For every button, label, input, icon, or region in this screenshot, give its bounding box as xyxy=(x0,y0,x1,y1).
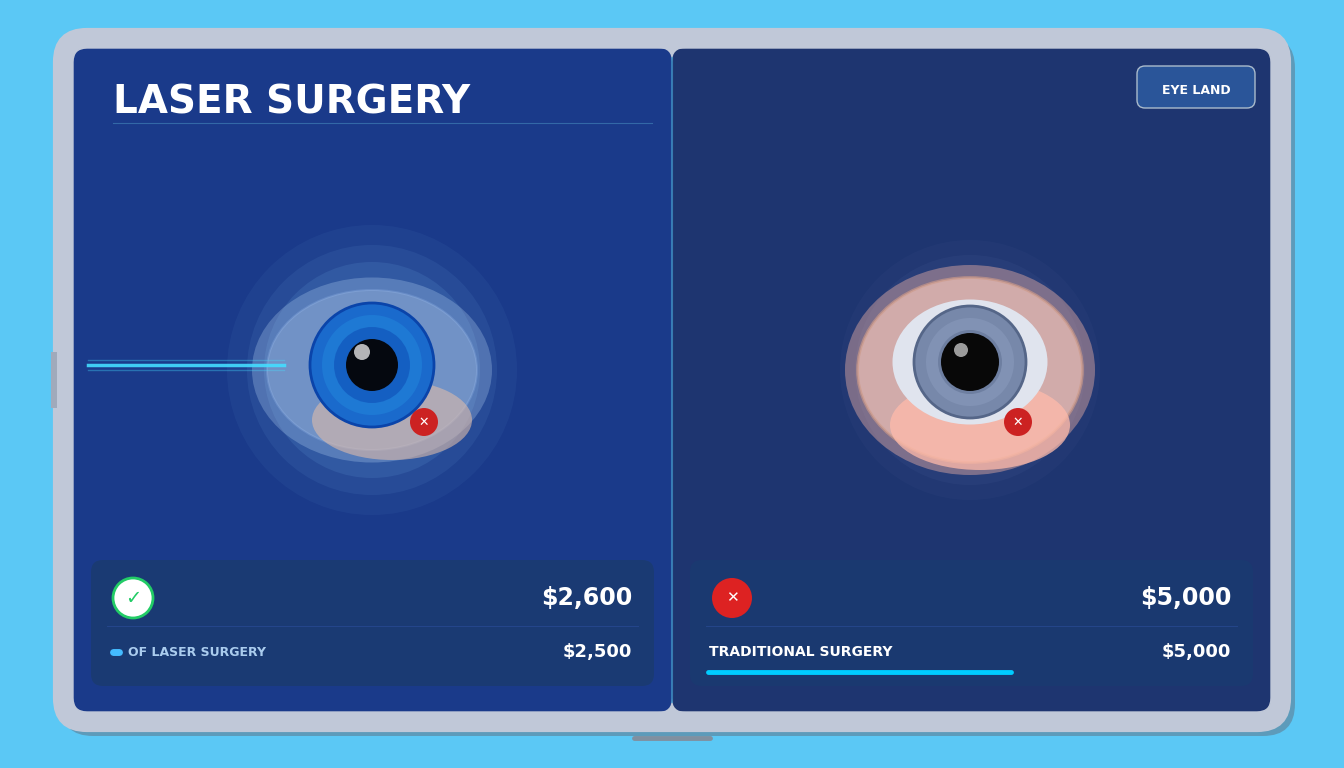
Circle shape xyxy=(113,578,153,618)
Circle shape xyxy=(410,408,438,436)
Text: $2,600: $2,600 xyxy=(540,586,632,610)
FancyBboxPatch shape xyxy=(689,560,1253,686)
Circle shape xyxy=(1004,408,1032,436)
Circle shape xyxy=(353,344,370,360)
Circle shape xyxy=(938,330,1003,394)
Text: ✕: ✕ xyxy=(726,591,738,605)
Circle shape xyxy=(345,339,398,391)
Circle shape xyxy=(926,318,1013,406)
Circle shape xyxy=(855,255,1085,485)
Ellipse shape xyxy=(890,380,1070,470)
Circle shape xyxy=(247,245,497,495)
Text: $5,000: $5,000 xyxy=(1140,586,1231,610)
Ellipse shape xyxy=(857,277,1082,462)
Circle shape xyxy=(335,327,410,403)
Circle shape xyxy=(941,333,999,391)
Circle shape xyxy=(914,306,1025,418)
Ellipse shape xyxy=(253,277,492,462)
Text: LASER SURGERY: LASER SURGERY xyxy=(113,84,470,122)
Text: OF LASER SURGERY: OF LASER SURGERY xyxy=(128,645,266,658)
Circle shape xyxy=(712,578,753,618)
Circle shape xyxy=(310,303,434,427)
Text: TRADITIONAL SURGERY: TRADITIONAL SURGERY xyxy=(710,645,892,659)
Circle shape xyxy=(323,315,422,415)
Text: $2,500: $2,500 xyxy=(563,643,632,661)
FancyBboxPatch shape xyxy=(73,48,672,712)
Text: ✕: ✕ xyxy=(419,415,429,429)
Circle shape xyxy=(263,262,480,478)
Ellipse shape xyxy=(267,290,477,450)
Text: $5,000: $5,000 xyxy=(1161,643,1231,661)
FancyBboxPatch shape xyxy=(91,560,655,686)
Bar xyxy=(51,352,56,408)
Circle shape xyxy=(227,225,517,515)
Ellipse shape xyxy=(892,300,1047,425)
FancyBboxPatch shape xyxy=(60,36,1296,736)
FancyBboxPatch shape xyxy=(1137,66,1255,108)
Ellipse shape xyxy=(845,265,1095,475)
FancyBboxPatch shape xyxy=(55,30,1289,730)
FancyBboxPatch shape xyxy=(672,48,1271,712)
Circle shape xyxy=(954,343,968,357)
Text: EYE LAND: EYE LAND xyxy=(1161,84,1230,97)
Ellipse shape xyxy=(312,380,472,460)
Text: ✕: ✕ xyxy=(1013,415,1023,429)
Text: ✓: ✓ xyxy=(125,588,141,607)
